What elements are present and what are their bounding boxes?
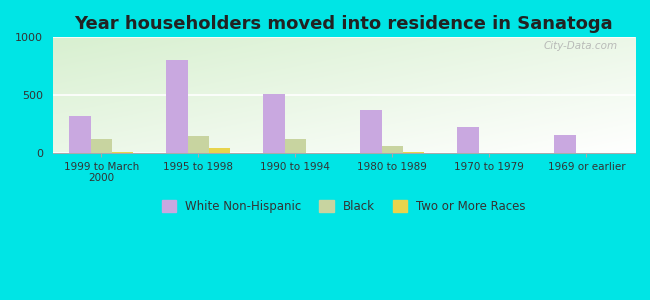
Legend: White Non-Hispanic, Black, Two or More Races: White Non-Hispanic, Black, Two or More R… xyxy=(157,196,530,218)
Bar xyxy=(360,110,382,153)
Bar xyxy=(69,116,90,153)
Bar xyxy=(90,140,112,153)
Bar xyxy=(458,127,479,153)
Bar xyxy=(554,135,576,153)
Text: City-Data.com: City-Data.com xyxy=(543,41,618,51)
Bar xyxy=(112,152,133,153)
Bar xyxy=(188,136,209,153)
Title: Year householders moved into residence in Sanatoga: Year householders moved into residence i… xyxy=(75,15,613,33)
Bar xyxy=(166,60,188,153)
Bar xyxy=(382,146,403,153)
Bar xyxy=(209,148,230,153)
Bar xyxy=(403,152,424,153)
Bar xyxy=(263,94,285,153)
Bar xyxy=(285,140,306,153)
